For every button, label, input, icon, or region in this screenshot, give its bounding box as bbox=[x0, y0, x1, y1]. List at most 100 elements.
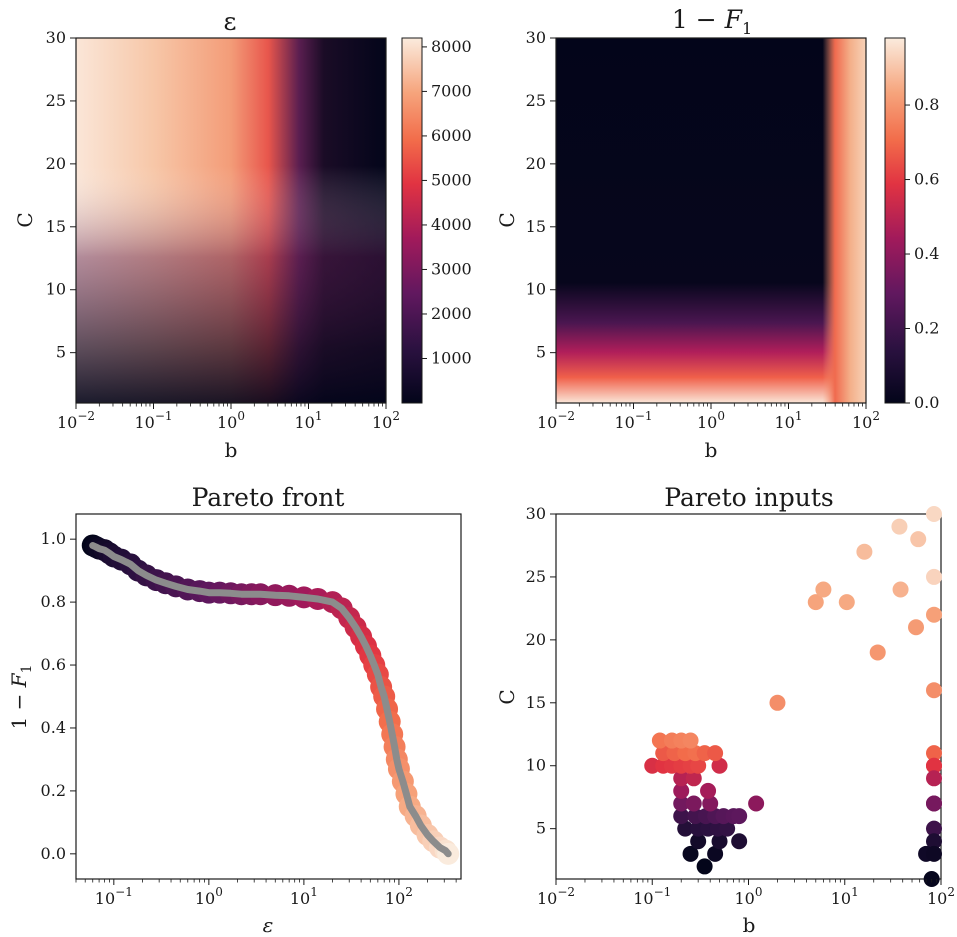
pareto-input-point bbox=[910, 531, 927, 548]
panel4-title: Pareto inputs bbox=[664, 483, 833, 512]
panel1-x-ticks: 10−2 10−1 100 101 102 bbox=[57, 403, 400, 432]
panel2-ylabel: C bbox=[495, 212, 519, 227]
panel2-heatmap-horizontal bbox=[556, 38, 866, 403]
pareto-input-point bbox=[696, 858, 713, 875]
panel2-ytick-label-5: 30 bbox=[526, 28, 546, 47]
panel2-xtick-label-4: 102 bbox=[852, 409, 880, 432]
pareto-input-point bbox=[926, 606, 942, 623]
panel3-xlabel: ε bbox=[263, 913, 274, 937]
panel3-xtick-label-2: 101 bbox=[290, 885, 318, 908]
panel1-title: ε bbox=[224, 7, 237, 36]
pareto-input-point bbox=[926, 757, 942, 774]
panel4-x-ticks: 10−2 10−1 100 101 102 bbox=[537, 879, 955, 908]
panel3-ylabel: 1 − F1 bbox=[7, 664, 35, 729]
panel4-xtick-label-2: 100 bbox=[735, 885, 763, 908]
pareto-input-point bbox=[926, 770, 942, 787]
pareto-input-point bbox=[908, 619, 925, 636]
panel1-ytick-label-0: 5 bbox=[56, 343, 66, 362]
pareto-input-point bbox=[673, 795, 690, 812]
panel1-ylabel: C bbox=[13, 212, 37, 227]
panel3-x-ticks: 10−1 100 101 102 bbox=[75, 879, 457, 908]
panel3-front-line bbox=[89, 542, 452, 858]
panel1-xtick-label-0: 10−2 bbox=[57, 409, 95, 432]
panel4-xtick-label-4: 102 bbox=[927, 885, 955, 908]
panel3-ytick-label-1: 0.2 bbox=[41, 781, 66, 800]
panel3-ytick-label-3: 0.6 bbox=[41, 655, 66, 674]
panel1-xtick-label-4: 102 bbox=[372, 409, 400, 432]
pareto-input-point bbox=[707, 745, 724, 762]
panel1-xlabel: b bbox=[225, 438, 238, 462]
panel3-ytick-label-4: 0.8 bbox=[41, 592, 66, 611]
panel2-xtick-label-1: 10−1 bbox=[614, 409, 652, 432]
panel3-y-ticks: 0.0 0.2 0.4 0.6 0.8 1.0 bbox=[41, 529, 76, 863]
panel3-ytick-label-5: 1.0 bbox=[41, 529, 66, 548]
pareto-input-point bbox=[690, 833, 707, 850]
panel1-heatmap-vertical bbox=[76, 38, 386, 403]
pareto-input-point bbox=[685, 795, 702, 812]
pareto-input-point bbox=[926, 682, 942, 699]
panel1-cbtick-label-3: 4000 bbox=[431, 215, 472, 234]
pareto-input-point bbox=[926, 795, 942, 812]
pareto-input-point bbox=[682, 845, 699, 862]
pareto-input-point bbox=[682, 732, 699, 749]
panel2-cbtick-label-3: 0.6 bbox=[914, 170, 939, 189]
pareto-input-point bbox=[815, 581, 832, 598]
pareto-input-point bbox=[926, 845, 942, 862]
panel2-cbtick-label-1: 0.2 bbox=[914, 319, 939, 338]
panel2-ytick-label-0: 5 bbox=[536, 343, 546, 362]
pareto-input-point bbox=[673, 808, 690, 825]
pareto-input-point bbox=[807, 594, 824, 611]
pareto-input-point bbox=[677, 820, 694, 837]
panel1-cbtick-label-2: 3000 bbox=[431, 259, 472, 278]
panel4-ytick-label-2: 15 bbox=[526, 693, 546, 712]
pareto-input-point bbox=[856, 543, 873, 560]
pareto-input-point bbox=[707, 845, 724, 862]
panel1-ytick-label-4: 25 bbox=[46, 91, 66, 110]
panel1-colorbar-ticks: 1000 2000 3000 4000 5000 6000 7000 8000 bbox=[422, 37, 472, 367]
panel4-xtick-label-1: 10−1 bbox=[633, 885, 671, 908]
panel2-xlabel: b bbox=[705, 438, 718, 462]
panel2-ytick-label-1: 10 bbox=[526, 280, 546, 299]
pareto-input-point bbox=[711, 757, 728, 774]
panel2-x-ticks: 10−2 10−1 100 101 102 bbox=[537, 403, 880, 432]
panel1-cbtick-label-7: 8000 bbox=[431, 37, 472, 56]
pareto-input-point bbox=[685, 770, 702, 787]
panel3-frame bbox=[75, 513, 462, 880]
panel1-ytick-label-1: 10 bbox=[46, 280, 66, 299]
panel1-xtick-label-2: 100 bbox=[217, 409, 245, 432]
panel1-xtick-label-3: 101 bbox=[295, 409, 323, 432]
panel-pareto-inputs: Pareto inputs 10−2 10−1 100 101 102 5 10 15 20 2… bbox=[495, 483, 955, 937]
pareto-input-point bbox=[926, 506, 942, 522]
panel2-y-ticks: 5 10 15 20 25 30 bbox=[526, 28, 556, 362]
pareto-input-point bbox=[644, 757, 661, 774]
panel4-ytick-label-0: 5 bbox=[536, 819, 546, 838]
pareto-input-point bbox=[673, 782, 690, 799]
pareto-input-point bbox=[731, 833, 748, 850]
panel4-ytick-label-1: 10 bbox=[526, 756, 546, 775]
panel2-ytick-label-4: 25 bbox=[526, 91, 546, 110]
panel3-ytick-label-0: 0.0 bbox=[41, 844, 66, 863]
panel1-cbtick-label-4: 5000 bbox=[431, 170, 472, 189]
pareto-input-point bbox=[926, 568, 942, 585]
panel-epsilon-heatmap: ε 10−2 10−1 100 101 102 5 10 15 20 25 30 b C 1000… bbox=[13, 7, 472, 462]
panel4-frame bbox=[555, 513, 942, 880]
pareto-input-point bbox=[891, 518, 908, 535]
panel3-xtick-label-0: 10−1 bbox=[95, 885, 133, 908]
panel4-ytick-label-5: 30 bbox=[526, 504, 546, 523]
panel2-cbtick-label-2: 0.4 bbox=[914, 244, 939, 263]
pareto-input-point bbox=[700, 782, 717, 799]
panel2-ytick-label-2: 15 bbox=[526, 217, 546, 236]
panel1-ytick-label-3: 20 bbox=[46, 154, 66, 173]
panel4-ytick-label-4: 25 bbox=[526, 567, 546, 586]
panel1-cbtick-label-6: 7000 bbox=[431, 81, 472, 100]
panel3-ytick-label-2: 0.4 bbox=[41, 718, 66, 737]
panel2-cbtick-label-0: 0.0 bbox=[914, 393, 939, 412]
pareto-input-point bbox=[926, 833, 942, 850]
panel4-xtick-label-3: 101 bbox=[831, 885, 859, 908]
pareto-input-point bbox=[869, 644, 886, 661]
panel4-ytick-label-3: 20 bbox=[526, 630, 546, 649]
pareto-input-point bbox=[702, 795, 719, 812]
pareto-input-point bbox=[926, 745, 942, 762]
pareto-input-point bbox=[651, 732, 668, 749]
